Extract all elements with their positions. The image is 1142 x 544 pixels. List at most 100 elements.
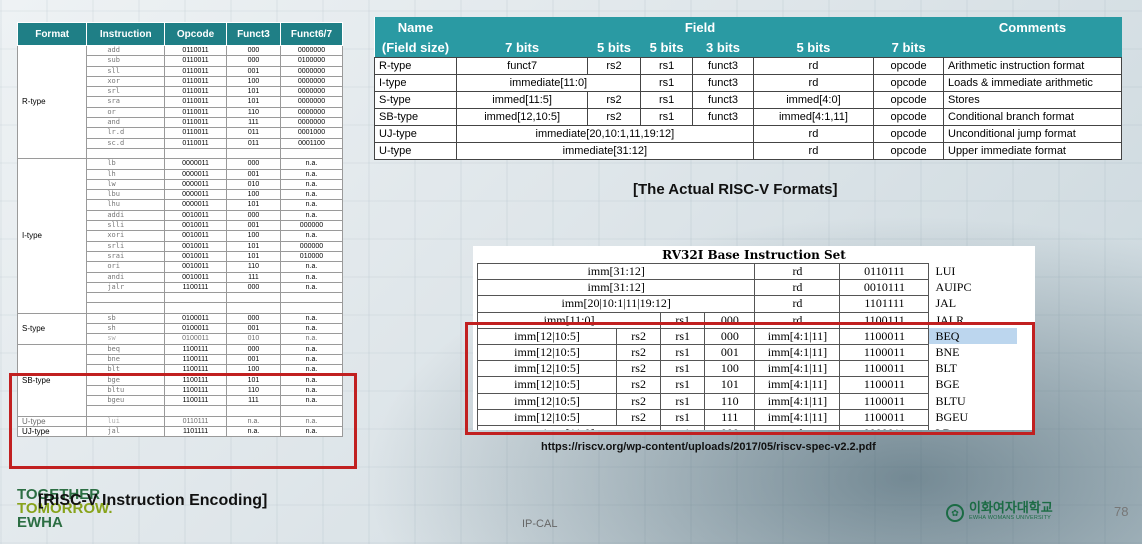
header-size-0: 7 bits (456, 37, 588, 58)
opcode-cell: 0010011 (164, 209, 227, 222)
table-row: R-type add 0110011 000 0000000 (16, 44, 344, 160)
rv32i-field-cell: imm[31:12] (476, 279, 756, 297)
format-field-cell: opcode (873, 108, 944, 126)
opcode-cell: 1100111 (164, 343, 227, 355)
instruction-cell: add (86, 44, 166, 57)
funct7-cell (279, 147, 344, 160)
format-field-cell: opcode (873, 125, 944, 143)
rv32i-row: imm[12|10:5] rs2 rs1 001 imm[4:1|11] 1100011 B… (476, 343, 1017, 362)
format-field-cell: funct3 (692, 57, 754, 75)
funct7-cell: 0000000 (279, 96, 344, 108)
rv32i-field-cell: 0110111 (839, 262, 930, 281)
header-size-1: 5 bits (587, 37, 641, 58)
rv32i-field-cell: 1100011 (839, 408, 930, 426)
format-name-cell: I-type (374, 74, 457, 92)
funct7-cell: 010000 (279, 250, 344, 263)
rv32i-field-cell: rs2 (616, 327, 662, 345)
table-row: U-type lui 0110111 n.a. n.a. (16, 415, 344, 427)
table-row: bltu 1100111 110 n.a. (18, 384, 344, 397)
instruction-cell (86, 292, 166, 304)
rv32i-instruction-name: BNE (935, 345, 960, 360)
opcode-cell: 0100011 (164, 323, 227, 335)
opcode-cell (164, 302, 227, 314)
opcode-cell: 0110011 (164, 127, 227, 139)
format-comment-cell: Conditional branch format (943, 108, 1122, 126)
format-name-cell: SB-type (374, 108, 457, 126)
ewha-slogan-logo: TOGETHER TOMORROW. EWHA (17, 487, 113, 530)
format-field-cell: rs1 (639, 74, 694, 92)
funct3-cell: 000 (225, 343, 281, 355)
funct7-cell: 0000000 (279, 65, 344, 77)
format-name-cell: U-type (374, 142, 457, 160)
instruction-cell: jalr (86, 281, 166, 294)
instruction-cell: lr.d (86, 127, 166, 139)
funct3-cell (225, 292, 281, 304)
opcode-cell: 0110011 (164, 96, 227, 108)
funct7-cell: n.a. (279, 158, 344, 170)
funct3-cell: 101 (225, 199, 281, 211)
funct3-cell: 000 (225, 55, 281, 67)
instruction-cell: beq (86, 343, 166, 355)
format-field-cell: opcode (873, 57, 944, 75)
format-name-cell: UJ-type (374, 125, 457, 143)
table-row: sc.d 0110011 011 0001100 (18, 137, 344, 149)
format-field-cell: opcode (873, 142, 944, 160)
format-row: U-type immediate[31:12] rd opcode Upper imme… (374, 142, 1122, 160)
rv32i-row: imm[20|10:1|11|19:12] rd 1101111 JAL (476, 295, 1017, 313)
format-cell: I-type (16, 158, 88, 314)
table-row: xori 0010011 100 n.a. (18, 230, 344, 242)
funct3-cell: 001 (225, 168, 281, 180)
rv32i-field-cell: imm[4:1|11] (754, 343, 841, 362)
instruction-cell: sll (86, 65, 166, 77)
caption-actual-formats: [The Actual RISC-V Formats] (633, 181, 838, 198)
rv32i-field-cell: imm[4:1|11] (754, 360, 841, 378)
opcode-cell: 0010011 (164, 220, 227, 232)
header-field-size: (Field size) (374, 37, 457, 58)
rv32i-field-cell: rd (754, 295, 841, 313)
opcode-cell: 0000011 (164, 199, 227, 211)
funct3-cell: 001 (225, 353, 281, 366)
instruction-cell: lh (86, 168, 166, 180)
funct7-cell: n.a. (279, 353, 344, 366)
opcode-cell: 0000011 (164, 189, 227, 201)
rv32i-field-cell: imm[20|10:1|11|19:12] (476, 295, 756, 313)
header-name: Name (374, 17, 457, 37)
rv32i-instruction-name: BGE (935, 377, 960, 392)
instruction-cell: or (86, 106, 166, 119)
format-comment-cell: Stores (943, 91, 1122, 109)
table-row: bgeu 1100111 111 n.a. (18, 395, 344, 407)
funct7-cell: n.a. (279, 168, 344, 180)
table-row: sw 0100011 010 n.a. (18, 333, 344, 345)
funct7-cell: n.a. (279, 209, 344, 222)
opcode-cell: 0110011 (164, 55, 227, 67)
format-cell: R-type (16, 44, 88, 160)
instruction-cell: sra (86, 96, 166, 108)
format-name-cell: R-type (374, 57, 457, 75)
opcode-cell: 0010011 (164, 230, 227, 242)
spec-url[interactable]: https://riscv.org/wp-content/uploads/201… (541, 441, 876, 453)
rv32i-instruction-name: LUI (935, 264, 956, 279)
format-field-cell: funct3 (692, 108, 754, 126)
university-name-en: EWHA WOMANS UNIVERSITY (969, 515, 1052, 521)
opcode-cell: 0000011 (164, 178, 227, 191)
rv32i-instruction-name: BGEU (935, 409, 969, 424)
funct7-cell: n.a. (279, 343, 344, 355)
header-size-3: 3 bits (692, 37, 754, 58)
rv32i-row: imm[11:0]rs1000rd0000011LB (476, 424, 1017, 430)
opcode-cell: 0110011 (164, 117, 227, 129)
table-row: andi 0010011 111 n.a. (18, 271, 344, 283)
opcode-cell: 0100011 (164, 333, 227, 345)
funct7-cell: 0001100 (279, 137, 344, 149)
table-row: sll 0110011 001 0000000 (18, 65, 344, 77)
rv32i-instruction-name: BEQ (928, 328, 1017, 345)
instruction-cell: lb (86, 158, 166, 170)
format-comment-cell: Unconditional jump format (943, 125, 1122, 143)
rv32i-field-cell: 1100011 (839, 360, 930, 378)
table-row: jalr 1100111 000 n.a. (18, 281, 344, 294)
table-row: sub 0110011 000 0100000 (18, 55, 344, 67)
opcode-cell (164, 292, 227, 304)
page-number: 78 (1114, 504, 1129, 519)
instruction-cell (86, 302, 166, 314)
instruction-cell: ori (86, 261, 166, 273)
funct7-cell: 0000000 (279, 86, 344, 98)
